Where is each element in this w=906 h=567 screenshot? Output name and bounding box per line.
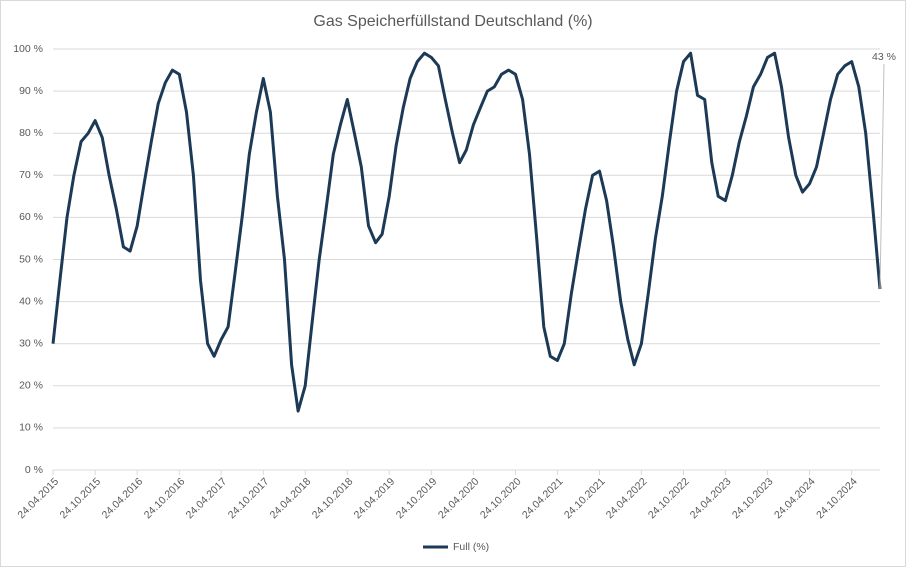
y-tick-label: 80 % (19, 127, 43, 139)
y-tick-label: 40 % (19, 295, 43, 307)
legend-label: Full (%) (453, 541, 489, 553)
y-tick-label: 0 % (25, 464, 43, 476)
y-tick-label: 100 % (13, 43, 43, 55)
y-tick-label: 10 % (19, 422, 43, 434)
y-tick-label: 60 % (19, 211, 43, 223)
y-tick-label: 50 % (19, 253, 43, 265)
annotation-leader (879, 63, 885, 289)
y-tick-label: 20 % (19, 380, 43, 392)
annotation: 43 % (872, 51, 896, 63)
y-tick-label: 70 % (19, 169, 43, 181)
chart-title: Gas Speicherfüllstand Deutschland (%) (313, 13, 592, 30)
y-tick-label: 30 % (19, 337, 43, 349)
y-tick-label: 90 % (19, 85, 43, 97)
line (51, 51, 882, 413)
